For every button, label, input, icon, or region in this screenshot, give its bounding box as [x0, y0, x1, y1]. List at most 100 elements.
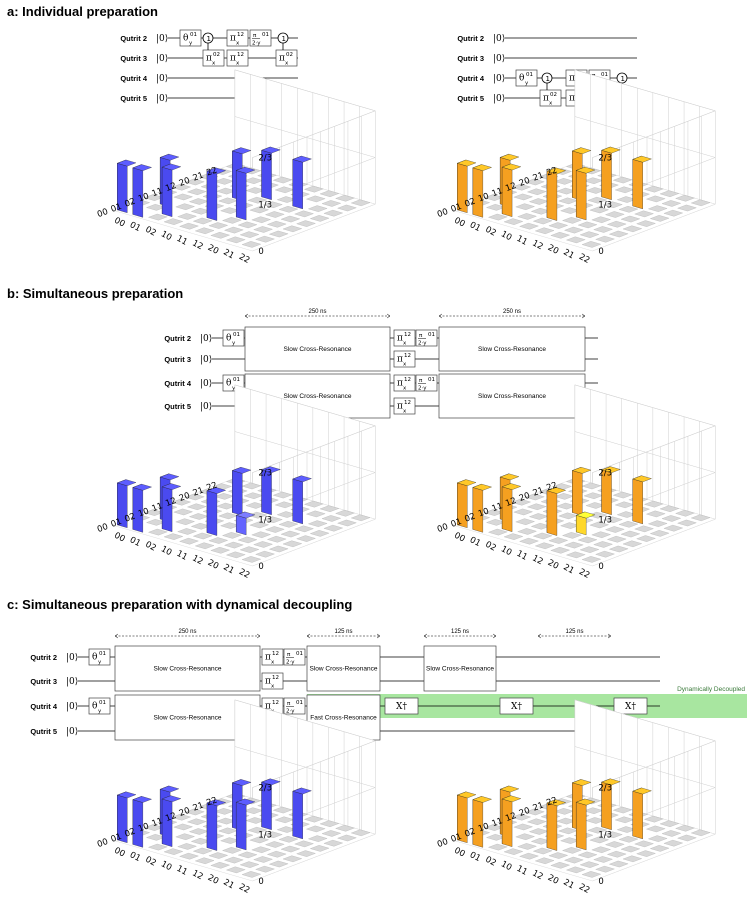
bar-top — [456, 791, 477, 799]
zero-bar — [222, 217, 242, 224]
y-tick-label: 02 — [123, 827, 137, 840]
bar-top — [472, 483, 493, 491]
x-tick-label: 01 — [468, 220, 482, 234]
zero-bar — [296, 220, 316, 227]
gate-box — [393, 329, 416, 347]
gate-box — [88, 648, 111, 666]
gate-symbol: π — [287, 701, 291, 707]
y-tick-label: 02 — [463, 827, 477, 840]
x-tick-label: 00 — [452, 846, 466, 860]
zero-bar — [253, 226, 273, 233]
zero-bar — [608, 230, 629, 238]
gate-symbol: X† — [511, 702, 522, 712]
zero-bar — [647, 835, 668, 842]
zero-bar — [173, 508, 194, 516]
zero-bar — [350, 514, 371, 522]
y-tick-label: 20 — [178, 176, 192, 189]
bar-top — [501, 483, 522, 490]
y-tick-label: 22 — [205, 165, 219, 178]
zero-bar — [192, 532, 213, 540]
qutrit-label: Qutrit 2 — [30, 653, 57, 662]
qutrit-label: Qutrit 3 — [120, 54, 147, 63]
ket-zero: |0⟩ — [156, 34, 168, 44]
ket-zero: |0⟩ — [200, 334, 212, 344]
gate-sup: 01 — [428, 377, 435, 383]
zero-bar — [175, 518, 195, 525]
zero-bar — [321, 830, 342, 837]
zero-bar — [294, 525, 314, 533]
zero-bar — [565, 236, 586, 244]
zero-bar — [636, 220, 656, 227]
zero-bar — [677, 834, 697, 842]
gate-symbol: π — [230, 34, 236, 44]
gate-sup: 01 — [99, 651, 106, 657]
zero-bar — [303, 815, 324, 823]
y-tick-label: 01 — [450, 832, 464, 845]
x-tick-label: 00 — [112, 531, 126, 545]
zero-bar — [147, 213, 168, 221]
gate-symbol: π — [419, 378, 423, 384]
bar-front — [632, 478, 643, 525]
x-dagger-gate — [384, 697, 419, 715]
bar-front — [632, 159, 643, 210]
gate-sup: 01 — [233, 377, 240, 383]
zero-bar — [606, 850, 627, 858]
bar-top — [116, 791, 137, 799]
zero-bar — [323, 524, 344, 532]
bar-top — [546, 167, 567, 175]
y-tick-label: 02 — [463, 512, 477, 525]
gate-symbol: π — [543, 94, 549, 104]
zero-bar — [305, 510, 326, 518]
gate-symbol: π — [230, 54, 236, 64]
zero-bar — [249, 836, 270, 844]
gate-sup: 12 — [272, 700, 279, 706]
zero-bar — [608, 860, 629, 868]
control-label: 1 — [207, 35, 211, 43]
y-tick-label: 02 — [123, 512, 137, 525]
x-tick-label: 21 — [561, 878, 575, 892]
zero-bar — [577, 221, 598, 229]
zero-bar — [593, 541, 613, 548]
zero-bar — [294, 210, 314, 218]
zero-bar — [591, 846, 612, 853]
x-tick-label: 20 — [206, 558, 220, 572]
zero-bar — [513, 193, 534, 201]
bar-top — [206, 167, 227, 175]
zero-bar — [532, 847, 553, 855]
bar-top — [206, 799, 227, 806]
x-tick-label: 11 — [515, 864, 529, 878]
y-tick-label: 00 — [436, 522, 450, 535]
cross-resonance-label: Slow Cross-Resonance — [478, 393, 546, 400]
gate-symbol: π — [397, 334, 403, 344]
x-tick-label: 02 — [143, 540, 157, 554]
zero-bar — [649, 530, 670, 537]
ket-zero: |0⟩ — [200, 355, 212, 365]
zero-bar — [612, 491, 633, 499]
gate-sub: y — [525, 81, 529, 87]
zero-bar — [525, 178, 545, 186]
y-tick-label: 00 — [436, 207, 450, 220]
zero-bar — [241, 556, 262, 563]
zero-bar — [282, 540, 303, 548]
y-tick-label: 20 — [518, 491, 532, 504]
zero-bar — [186, 503, 207, 511]
y-tick-label: 00 — [96, 207, 110, 220]
x-tick-label: 11 — [175, 234, 189, 248]
gate-box — [415, 374, 438, 392]
gate-sup: 12 — [272, 651, 279, 657]
zero-bar — [636, 535, 656, 542]
duration-label: 250 ns — [178, 629, 196, 635]
x-tick-label: 12 — [530, 553, 544, 567]
zero-bar — [622, 225, 643, 233]
zero-bar — [294, 840, 314, 848]
zero-bar — [237, 536, 258, 544]
zero-bar — [185, 178, 205, 186]
bar-front — [576, 170, 587, 221]
x-tick-label: 22 — [577, 882, 591, 896]
duration-label: 250 ns — [308, 309, 326, 315]
bar-top — [231, 467, 252, 474]
ket-zero: |0⟩ — [66, 653, 78, 663]
z-tick-label: 0 — [258, 877, 263, 887]
qutrit-label: Qutrit 2 — [164, 334, 191, 343]
